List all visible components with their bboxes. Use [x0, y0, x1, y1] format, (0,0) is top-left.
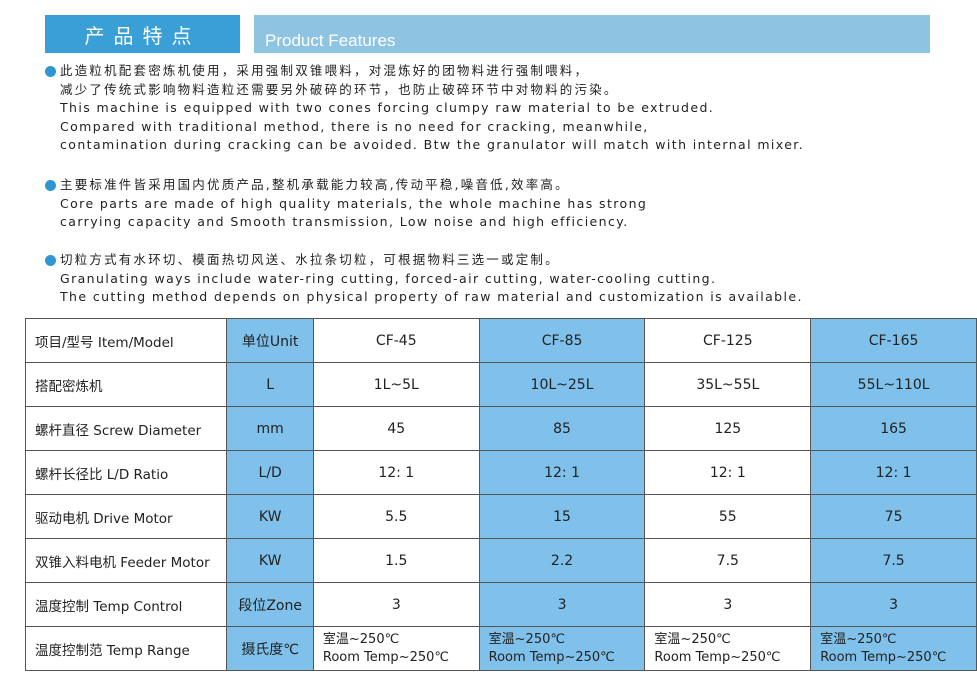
feature-line: The cutting method depends on physical p…: [60, 289, 803, 305]
value-cell: 85: [478, 406, 646, 451]
table-row: 驱动电机 Drive Motor KW 5.5 15 55 75: [24, 494, 977, 539]
value-cell: 35L~55L: [644, 362, 812, 407]
feature-item: 切粒方式有水环切、模面热切风送、水拉条切粒，可根据物料三选一或定制。 Granul…: [45, 251, 803, 307]
value-cell: 7.5: [644, 538, 812, 583]
value-cell: 12: 1: [312, 450, 480, 495]
value-cell: CF-85: [478, 318, 646, 363]
feature-item: 主要标准件皆采用国内优质产品,整机承载能力较高,传动平稳,噪音低,效率高。 Cor…: [45, 176, 647, 232]
value-cell: 3: [312, 582, 480, 627]
table-row: 双锥入料电机 Feeder Motor KW 1.5 2.2 7.5 7.5: [24, 538, 977, 583]
value-cell: 55: [644, 494, 812, 539]
value-cell: 3: [644, 582, 812, 627]
value-line: 室温~250℃: [488, 631, 565, 647]
value-line: Room Temp~250℃: [488, 649, 615, 665]
value-line: 室温~250℃: [820, 631, 897, 647]
row-label: 项目/型号 Item/Model: [24, 318, 228, 363]
value-cell: 3: [478, 582, 646, 627]
value-cell: 75: [810, 494, 977, 539]
row-label: 搭配密炼机: [24, 362, 228, 407]
unit-cell: 摄氏度℃: [226, 626, 314, 671]
feature-line: Core parts are made of high quality mate…: [60, 195, 648, 211]
value-cell: 室温~250℃ Room Temp~250℃: [810, 626, 977, 671]
table-row: 搭配密炼机 L 1L~5L 10L~25L 35L~55L 55L~110L: [24, 362, 977, 407]
row-label: 温度控制 Temp Control: [24, 582, 228, 627]
value-line: 室温~250℃: [654, 631, 731, 647]
value-cell: 室温~250℃ Room Temp~250℃: [644, 626, 812, 671]
value-cell: 45: [312, 406, 480, 451]
value-cell: 室温~250℃ Room Temp~250℃: [478, 626, 646, 671]
spec-table: 项目/型号 Item/Model 单位Unit CF-45 CF-85 CF-125 CF…: [24, 318, 977, 671]
bullet-icon: [45, 180, 56, 191]
row-label: 螺杆长径比 L/D Ratio: [24, 450, 228, 495]
value-cell: 1.5: [312, 538, 480, 583]
section-title-en: Product Features: [254, 15, 930, 53]
value-cell: 125: [644, 406, 812, 451]
value-cell: 3: [810, 582, 977, 627]
value-cell: 12: 1: [478, 450, 646, 495]
value-cell: CF-165: [810, 318, 977, 363]
feature-line: Compared with traditional method, there …: [60, 118, 649, 134]
section-title-cn: 产品特点: [45, 15, 240, 53]
row-label: 温度控制范 Temp Range: [24, 626, 228, 671]
feature-line: contamination during cracking can be avo…: [60, 137, 805, 153]
unit-cell: mm: [226, 406, 314, 451]
value-cell: 12: 1: [810, 450, 977, 495]
table-row: 温度控制范 Temp Range 摄氏度℃ 室温~250℃ Room Temp~250…: [24, 626, 977, 671]
table-row: 项目/型号 Item/Model 单位Unit CF-45 CF-85 CF-125 CF…: [24, 318, 977, 363]
value-cell: 室温~250℃ Room Temp~250℃: [312, 626, 480, 671]
unit-cell: KW: [226, 494, 314, 539]
bullet-icon: [45, 255, 56, 266]
table-row: 螺杆直径 Screw Diameter mm 45 85 125 165: [24, 406, 977, 451]
unit-cell: L/D: [226, 450, 314, 495]
unit-cell: L: [226, 362, 314, 407]
value-line: 室温~250℃: [322, 631, 400, 647]
feature-line: 主要标准件皆采用国内优质产品,整机承载能力较高,传动平稳,噪音低,效率高。: [60, 177, 570, 192]
value-cell: 10L~25L: [478, 362, 646, 407]
value-cell: 5.5: [312, 494, 480, 539]
value-cell: CF-125: [644, 318, 812, 363]
feature-line: This machine is equipped with two cones …: [60, 100, 715, 116]
feature-item: 此造粒机配套密炼机使用，采用强制双锥喂料，对混炼好的团物料进行强制喂料， 减少了传…: [45, 62, 804, 155]
value-cell: 12: 1: [644, 450, 812, 495]
value-line: Room Temp~250℃: [654, 649, 781, 665]
value-line: Room Temp~250℃: [322, 649, 449, 665]
row-label: 双锥入料电机 Feeder Motor: [24, 538, 228, 583]
unit-cell: 单位Unit: [226, 318, 314, 363]
unit-cell: 段位Zone: [226, 582, 314, 627]
value-cell: 2.2: [478, 538, 646, 583]
unit-cell: KW: [226, 538, 314, 583]
bullet-icon: [45, 66, 56, 77]
row-label: 驱动电机 Drive Motor: [24, 494, 228, 539]
feature-line: carrying capacity and Smooth transmissio…: [60, 214, 629, 230]
table-row: 螺杆长径比 L/D Ratio L/D 12: 1 12: 1 12: 1 12: 1: [24, 450, 977, 495]
feature-line: 减少了传统式影响物料造粒还需要另外破碎的环节，也防止破碎环节中对物料的污染。: [60, 81, 619, 97]
value-cell: 165: [810, 406, 977, 451]
row-label: 螺杆直径 Screw Diameter: [24, 406, 228, 451]
value-cell: 55L~110L: [810, 362, 977, 407]
value-line: Room Temp~250℃: [820, 649, 947, 665]
table-row: 温度控制 Temp Control 段位Zone 3 3 3 3: [24, 582, 977, 627]
value-cell: 15: [478, 494, 646, 539]
value-cell: 1L~5L: [312, 362, 480, 407]
value-cell: CF-45: [312, 318, 480, 363]
value-cell: 7.5: [810, 538, 977, 583]
feature-line: 切粒方式有水环切、模面热切风送、水拉条切粒，可根据物料三选一或定制。: [60, 252, 560, 267]
feature-line: 此造粒机配套密炼机使用，采用强制双锥喂料，对混炼好的团物料进行强制喂料，: [60, 63, 590, 78]
feature-line: Granulating ways include water-ring cutt…: [60, 270, 717, 286]
